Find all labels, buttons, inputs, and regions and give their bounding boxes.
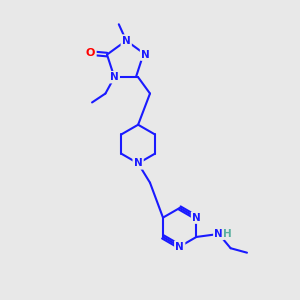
- Text: N: N: [141, 50, 150, 60]
- Text: N: N: [110, 72, 119, 82]
- Text: N: N: [175, 242, 184, 252]
- Text: O: O: [86, 48, 95, 58]
- Text: N: N: [192, 213, 201, 223]
- Text: N: N: [122, 36, 130, 46]
- Text: N: N: [214, 229, 223, 239]
- Text: N: N: [134, 158, 142, 168]
- Text: H: H: [223, 229, 231, 239]
